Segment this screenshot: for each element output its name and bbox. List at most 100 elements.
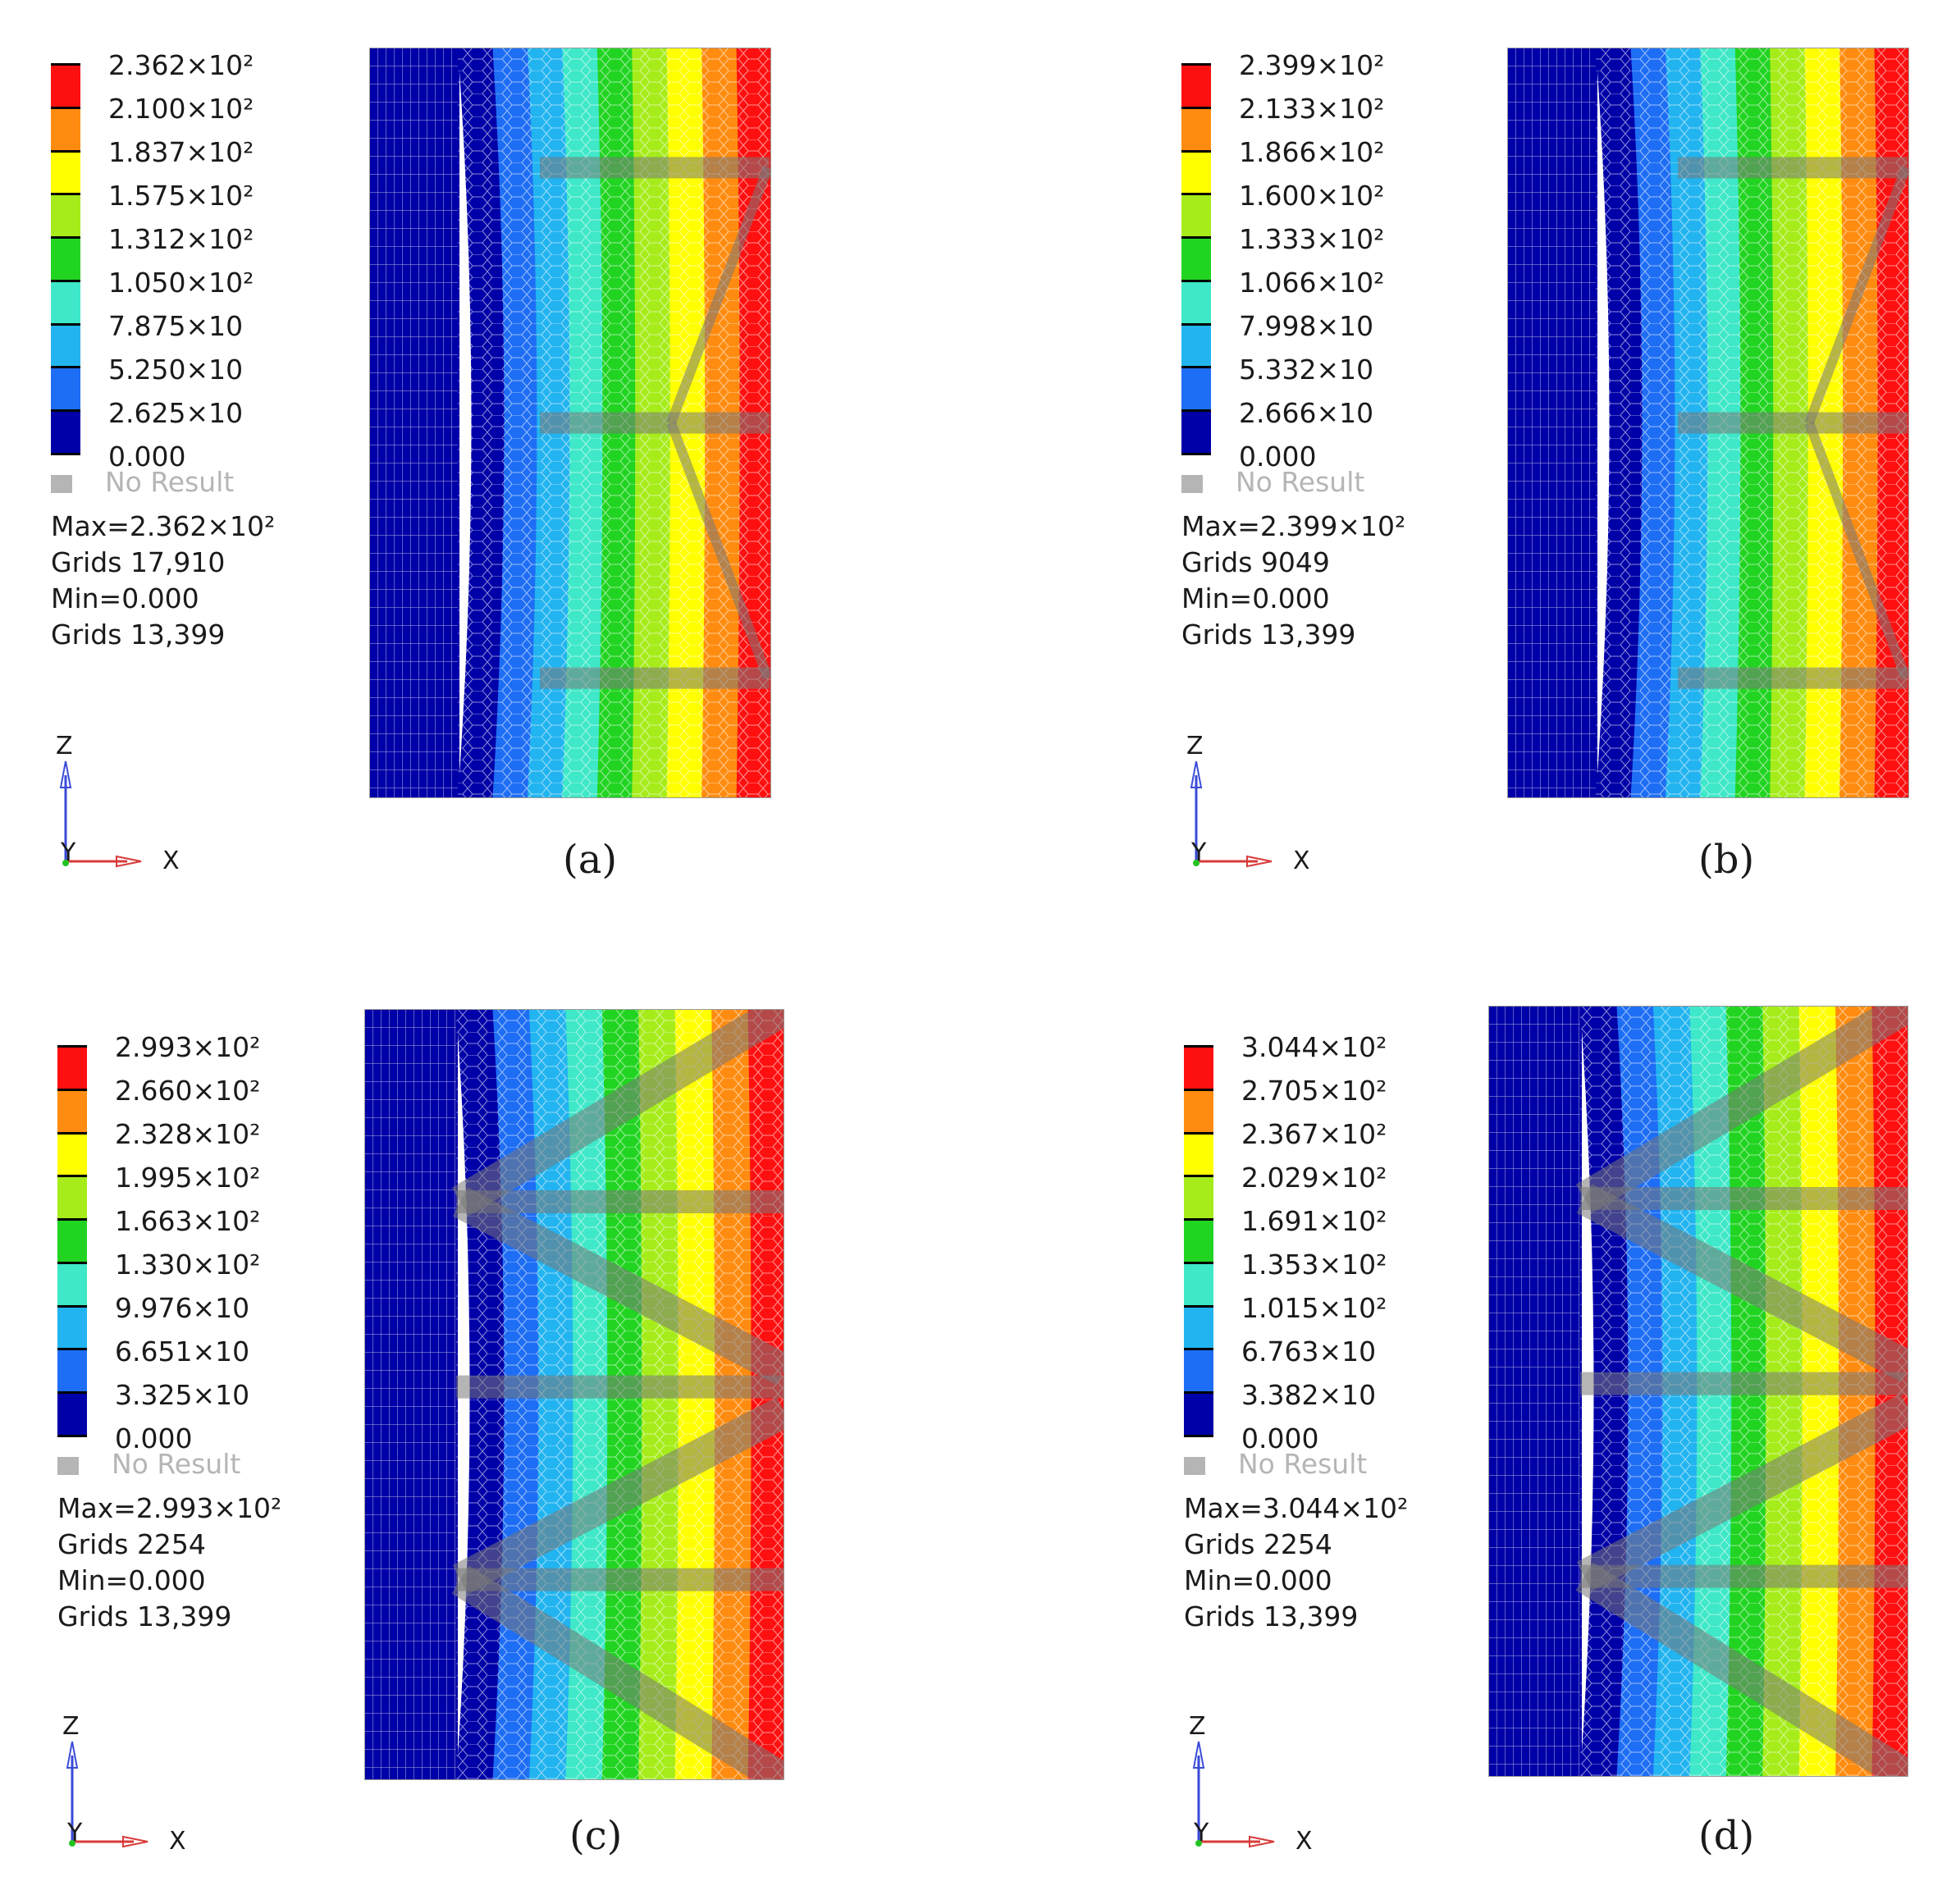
legend-value: 0.000 <box>115 1422 193 1454</box>
min-value: Min=0.000 <box>51 582 199 614</box>
legend-value: 7.875×10 <box>108 310 244 342</box>
legend-value: 1.330×10² <box>115 1249 261 1281</box>
legend-value: 1.312×10² <box>108 223 254 255</box>
legend-color-swatch <box>1181 367 1211 411</box>
legend-value: 3.325×10 <box>115 1379 250 1411</box>
truss-diagonal <box>666 166 771 425</box>
legend-color-swatch <box>57 1132 87 1176</box>
legend-color-swatch <box>51 194 80 238</box>
panel-caption: (d) <box>1698 1813 1755 1859</box>
legend-tick <box>51 366 80 369</box>
legend-value: 3.044×10² <box>1241 1031 1387 1063</box>
contour-graphic <box>1488 1006 1908 1777</box>
legend-value: 0.000 <box>1241 1422 1319 1454</box>
legend-colorbar <box>57 1045 87 1437</box>
legend-value: 1.015×10² <box>1241 1292 1387 1324</box>
min-value: Min=0.000 <box>1184 1564 1332 1596</box>
min-grids: Grids 13,399 <box>1181 619 1356 651</box>
truss-diagonal <box>451 1009 784 1217</box>
rect-mesh <box>364 1009 456 1780</box>
truss-diagonal <box>452 1396 784 1595</box>
legend-tick <box>1181 279 1211 282</box>
legend-tick <box>1181 149 1211 153</box>
legend-value: 2.993×10² <box>115 1031 261 1063</box>
legend-tick <box>1184 1435 1213 1437</box>
legend-value: 2.660×10² <box>115 1075 261 1107</box>
legend-tick <box>51 63 80 66</box>
legend-value: 2.666×10 <box>1239 397 1374 429</box>
legend-tick <box>1184 1218 1213 1221</box>
no-result-label: No Result <box>1236 466 1365 498</box>
legend-tick <box>51 106 80 109</box>
legend-tick <box>51 322 80 326</box>
legend-tick <box>1181 193 1211 196</box>
max-grids: Grids 2254 <box>57 1528 206 1560</box>
z-axis-arrow <box>66 1741 79 1769</box>
legend-value: 6.763×10 <box>1241 1336 1377 1368</box>
x-axis-label: X <box>1295 1827 1313 1856</box>
legend-tick <box>1181 63 1211 66</box>
legend-tick <box>1181 236 1211 240</box>
contour-plot <box>1507 48 1909 798</box>
legend-tick <box>1181 409 1211 413</box>
max-grids: Grids 9049 <box>1181 546 1330 578</box>
legend-color-swatch <box>1181 64 1211 107</box>
truss-diagonal <box>1575 1562 1908 1777</box>
contour-graphic <box>369 48 771 798</box>
legend-value: 1.353×10² <box>1241 1249 1387 1281</box>
legend-color-swatch <box>57 1262 87 1306</box>
legend-value: 2.029×10² <box>1241 1162 1387 1194</box>
no-result-legend: No Result <box>57 1448 240 1480</box>
no-result-swatch <box>1184 1456 1205 1475</box>
legend-color-swatch <box>51 367 80 411</box>
z-axis-arrow <box>1192 1741 1205 1769</box>
no-result-legend: No Result <box>1184 1448 1367 1480</box>
rect-mesh <box>1507 48 1596 798</box>
z-axis-arrow <box>1190 760 1203 788</box>
legend-tick <box>1181 106 1211 109</box>
axis-triad: Z Y X <box>56 1712 187 1858</box>
legend-value: 1.575×10² <box>108 180 254 212</box>
legend-value: 1.066×10² <box>1239 267 1385 299</box>
legend-color-swatch <box>57 1392 87 1436</box>
legend-tick <box>1181 453 1211 455</box>
legend-color-swatch <box>51 107 80 151</box>
contour-plot <box>364 1009 784 1780</box>
z-axis-label: Z <box>56 732 73 760</box>
rect-mesh <box>1488 1006 1580 1777</box>
y-axis-origin <box>62 860 69 866</box>
legend-tick <box>57 1261 87 1264</box>
y-axis-label: Y <box>61 838 76 867</box>
legend-value: 2.362×10² <box>108 49 254 81</box>
min-value: Min=0.000 <box>57 1564 206 1596</box>
legend-color-swatch <box>1184 1392 1213 1436</box>
max-value: Max=2.362×10² <box>51 510 276 542</box>
legend-color-swatch <box>1184 1132 1213 1176</box>
legend-value: 7.998×10 <box>1239 310 1374 342</box>
axis-triad-graphic <box>66 1741 149 1848</box>
legend-color-swatch <box>51 410 80 454</box>
legend-color-swatch <box>51 280 80 324</box>
z-axis-label: Z <box>62 1712 80 1741</box>
truss-members <box>1575 1006 1908 1777</box>
legend-value: 1.691×10² <box>1241 1205 1387 1237</box>
contour-plot <box>1488 1006 1908 1777</box>
no-result-swatch <box>57 1456 79 1475</box>
min-grids: Grids 13,399 <box>51 619 226 651</box>
legend-color-swatch <box>57 1176 87 1220</box>
legend-color-swatch <box>57 1349 87 1393</box>
axis-triad: Z Y X <box>1182 1712 1314 1858</box>
truss-diagonal <box>451 1565 784 1780</box>
legend-tick <box>1184 1175 1213 1178</box>
no-result-label: No Result <box>105 466 235 498</box>
legend-color-swatch <box>57 1046 87 1089</box>
legend-tick <box>1184 1391 1213 1395</box>
legend-color-swatch <box>1184 1305 1213 1349</box>
legend-value: 2.100×10² <box>108 93 254 125</box>
axis-triad-graphic <box>59 760 142 868</box>
legend-tick <box>57 1348 87 1351</box>
legend-tick <box>51 149 80 153</box>
legend-value: 1.663×10² <box>115 1205 261 1237</box>
z-axis-label: Z <box>1186 732 1204 760</box>
truss-diagonal <box>1576 1184 1908 1382</box>
